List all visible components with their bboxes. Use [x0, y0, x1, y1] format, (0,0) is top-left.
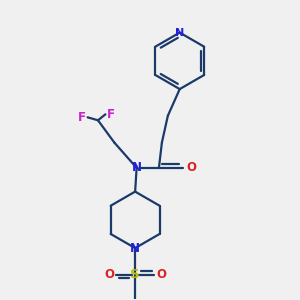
Text: O: O	[104, 268, 114, 281]
Text: F: F	[107, 108, 116, 121]
Text: N: N	[132, 161, 142, 174]
Text: F: F	[78, 111, 86, 124]
Text: O: O	[156, 268, 166, 281]
Text: O: O	[187, 161, 196, 174]
Text: S: S	[130, 268, 140, 281]
Text: N: N	[175, 28, 184, 38]
Text: N: N	[130, 242, 140, 255]
